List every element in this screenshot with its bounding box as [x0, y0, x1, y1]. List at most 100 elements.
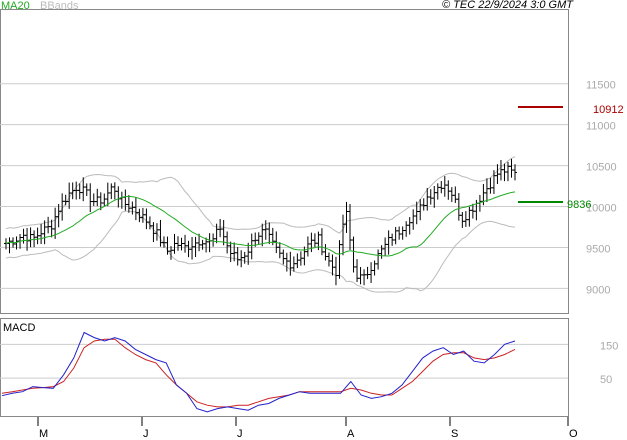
ohlc-bar	[172, 233, 177, 254]
ohlc-bar	[298, 251, 303, 266]
ohlc-bar	[84, 183, 89, 196]
support-resistance-levels: 10912 9836	[518, 104, 624, 211]
ohlc-bar	[133, 197, 138, 221]
macd-signal-line	[1, 338, 516, 408]
macd-gridlines	[0, 343, 568, 379]
ohlc-bar	[484, 178, 489, 203]
ohlc-bar	[362, 269, 367, 286]
support-label: 9836	[567, 199, 591, 211]
ohlc-bar	[495, 164, 500, 185]
price-tick-label: 10500	[586, 162, 617, 174]
ohlc-bar	[355, 259, 360, 283]
ohlc-bar	[7, 237, 12, 254]
price-tick-label: 11500	[586, 80, 616, 92]
ohlc-bar	[288, 251, 293, 276]
ohlc-bar	[393, 226, 398, 245]
month-label: J	[237, 428, 243, 440]
ohlc-bar	[509, 158, 514, 178]
ohlc-bar	[88, 183, 93, 213]
ohlc-bar	[207, 233, 212, 253]
ohlc-bar	[340, 214, 345, 256]
ma20-path	[5, 191, 516, 257]
price-tick-label: 11000	[586, 121, 616, 133]
ohlc-bar	[176, 236, 181, 251]
ohlc-bar	[116, 186, 121, 208]
ohlc-bar	[56, 203, 61, 228]
ohlc-bar	[404, 221, 409, 237]
ohlc-bar	[63, 194, 68, 206]
ohlc-bar	[105, 182, 110, 207]
ohlc-bar	[421, 198, 426, 211]
ohlc-bar	[411, 209, 416, 230]
ohlc-bar	[386, 230, 391, 255]
ohlc-bar	[323, 244, 328, 261]
ohlc-bar	[186, 240, 191, 258]
ohlc-bar	[330, 254, 335, 276]
ohlc-bar	[453, 186, 458, 203]
ohlc-bar	[365, 266, 370, 280]
ohlc-bar	[35, 227, 40, 245]
ohlc-bar	[130, 201, 135, 215]
ohlc-bar	[281, 249, 286, 265]
ohlc-bar	[70, 182, 75, 200]
ma20-line	[5, 191, 516, 257]
ohlc-bar	[200, 239, 205, 250]
macd-title: MACD	[3, 322, 35, 334]
price-y-axis: 9000 9500 10000 10500 11000 11500	[586, 80, 617, 297]
ohlc-bar	[46, 216, 51, 234]
ohlc-bar	[144, 208, 149, 230]
ohlc-bar	[228, 241, 233, 262]
ohlc-bar	[123, 189, 128, 211]
ohlc-bar	[21, 228, 26, 244]
ohlc-bar	[442, 176, 447, 197]
ohlc-bar	[218, 219, 223, 238]
macd-line	[1, 331, 516, 413]
ohlc-bar	[235, 247, 240, 266]
ohlc-bar	[256, 232, 261, 245]
ohlc-bar	[369, 262, 374, 284]
ohlc-bar	[32, 230, 37, 248]
ohlc-bar	[390, 233, 395, 246]
resistance-label: 10912	[593, 104, 624, 116]
ohlc-bar	[211, 233, 216, 247]
legend-ma20: MA20	[1, 0, 30, 12]
bband-upper	[5, 156, 516, 234]
price-tick-label: 9500	[586, 243, 610, 255]
ohlc-bar	[49, 219, 54, 238]
ohlc-bar	[28, 227, 33, 248]
ohlc-bar	[39, 223, 44, 245]
ohlc-bar	[463, 211, 468, 227]
ohlc-bar	[151, 222, 156, 243]
price-tick-label: 10000	[586, 203, 617, 215]
month-label: A	[347, 428, 355, 440]
ohlc-bar	[337, 240, 342, 279]
ohlc-bar	[277, 242, 282, 259]
month-label: J	[143, 428, 149, 440]
ohlc-bar	[249, 233, 254, 260]
ohlc-bar	[505, 161, 510, 182]
ohlc-bar	[498, 160, 503, 181]
ohlc-bar	[376, 249, 381, 270]
ohlc-bar	[326, 252, 331, 267]
ohlc-bar	[126, 195, 131, 213]
ohlc-bar	[488, 177, 493, 194]
macd-lines	[1, 331, 516, 413]
ohlc-bar	[95, 188, 100, 207]
macd-y-axis: 50 150	[600, 340, 618, 386]
ohlc-bar	[179, 237, 184, 251]
price-tick-label: 9000	[586, 284, 610, 296]
ohlc-bar	[193, 236, 198, 258]
ohlc-bar	[435, 183, 440, 200]
ohlc-bar	[284, 252, 289, 272]
month-label: M	[39, 428, 48, 440]
ohlc-bar	[372, 260, 377, 276]
ohlc-bar	[319, 228, 324, 256]
ohlc-bar	[77, 183, 82, 200]
month-label: O	[569, 428, 578, 440]
ohlc-bar	[140, 207, 145, 223]
ohlc-bars	[4, 158, 517, 286]
ohlc-bar	[102, 193, 107, 207]
bollinger-bands	[5, 156, 516, 293]
ohlc-bar	[460, 212, 465, 228]
